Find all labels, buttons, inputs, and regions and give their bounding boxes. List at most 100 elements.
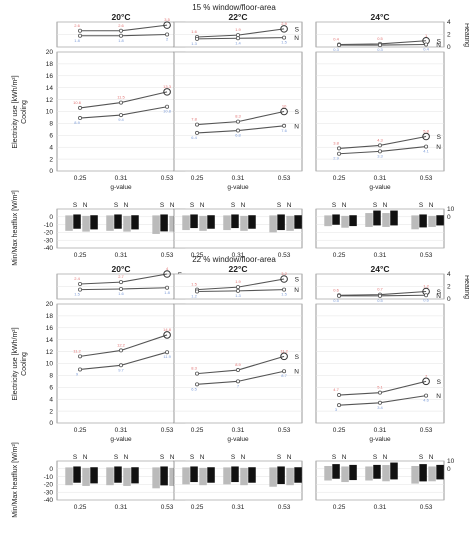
heatflux-bar-s-max [190, 214, 198, 229]
cooling-value-label: 4.1 [423, 149, 429, 154]
cooling-tick-label: 18 [46, 61, 54, 68]
cooling-point-N [282, 123, 287, 128]
heating-point-N [282, 287, 287, 292]
heatflux-tick-label: -20 [44, 230, 54, 237]
heatflux-bar-n-min [82, 215, 90, 232]
cooling-x-tick-label: 0.31 [115, 175, 128, 182]
heatflux-bar-s-max [373, 210, 381, 226]
cooling-value-label: 5.1 [377, 385, 383, 390]
cooling-point-S [119, 348, 124, 353]
heatflux-bar-n-min [199, 467, 207, 486]
cooling-value-label: 6.5 [191, 386, 197, 391]
heatflux-x-tick-label: 0.31 [232, 504, 245, 511]
cooling-value-label: 7.6 [281, 128, 287, 133]
cooling-x-tick-label: 0.31 [115, 427, 128, 434]
heating-value-label: 1.5 [74, 292, 80, 297]
cooling-value-label: 4.6 [423, 398, 429, 403]
orientation-label-n: N [342, 202, 347, 209]
cooling-tick-label: 0 [49, 420, 53, 427]
heating-tick-label: 0 [447, 296, 451, 303]
cooling-series-label-S: S [437, 379, 442, 386]
cooling-point-N [282, 369, 287, 374]
cooling-value-label: 10.8 [163, 109, 172, 114]
heatflux-bar-s-min [223, 215, 231, 231]
cooling-x-tick-label: 0.31 [374, 427, 387, 434]
heating-point-N [235, 288, 240, 293]
heating-value-label: 1.8 [74, 38, 80, 43]
cooling-tick-label: 16 [46, 73, 54, 80]
heatflux-bar-s-max [190, 466, 198, 483]
cooling-x-tick-label: 0.53 [278, 175, 291, 182]
orientation-label-n: N [287, 454, 292, 461]
cooling-point-S [163, 88, 171, 96]
x-axis-label: g-value [227, 436, 249, 443]
cooling-tick-label: 10 [46, 361, 54, 368]
heating-value-label: 1.5 [281, 40, 287, 45]
heatflux-bar-n-min [169, 467, 177, 486]
orientation-label-n: N [429, 202, 434, 209]
heatflux-bar-s-max [114, 214, 122, 229]
cooling-point-S [422, 377, 430, 386]
cooling-value-label: 14.8 [163, 327, 172, 332]
heating-value-label: 1.4 [235, 40, 241, 45]
heating-value-label: 2.6 [118, 23, 124, 28]
heatflux-x-tick-label: 0.31 [374, 504, 387, 511]
panel-temperature-title: 22°C [229, 12, 248, 22]
cooling-point-N [235, 379, 240, 384]
heating-point-S [78, 281, 83, 286]
heating-value-label: 4 [166, 266, 169, 271]
heatflux-bar-s-max [332, 214, 340, 225]
heating-axis-label: Heating [463, 275, 469, 299]
heatflux-right-tick-label: 0 [447, 214, 451, 221]
section-title: 15 % window/floor-area [192, 3, 276, 12]
cooling-x-tick-label: 0.53 [420, 427, 433, 434]
cooling-point-N [337, 151, 342, 156]
y-axis-labels: Electricity use [kWh/m²] Cooling Min/Max h… [12, 23, 469, 266]
cooling-axis-label: Cooling [21, 100, 28, 124]
cooling-value-label: 5.8 [423, 128, 429, 133]
orientation-label-s: S [419, 454, 424, 461]
heating-tick-label: 4 [447, 19, 451, 26]
cooling-value-label: 11.2 [73, 348, 81, 353]
orientation-label-n: N [287, 202, 292, 209]
cooling-point-N [165, 350, 170, 355]
cooling-series-label-N: N [436, 144, 441, 151]
cooling-value-label: 6.8 [235, 133, 241, 138]
heatflux-bar-s-min [324, 215, 332, 227]
heating-point-N [165, 285, 170, 290]
heating-point-S [280, 275, 288, 283]
cooling-value-label: 9.7 [118, 367, 124, 372]
heatflux-x-tick-label: 0.53 [278, 504, 291, 511]
x-axis-label: g-value [110, 436, 132, 443]
heatflux-bar-s-max [277, 214, 285, 231]
heating-value-label: 1.8 [164, 290, 170, 295]
heatflux-axis-label: Min/Max heatflux [W/m²] [12, 190, 19, 266]
heatflux-bar-n-min [341, 215, 349, 228]
heatflux-bar-s-min [106, 215, 114, 231]
cooling-point-N [377, 400, 382, 405]
heatflux-bar-n-max [390, 462, 398, 480]
cooling-series-label-N: N [294, 123, 299, 130]
heatflux-bar-n-min [240, 215, 248, 231]
orientation-label-n: N [170, 202, 175, 209]
heatflux-bar-s-min [411, 215, 419, 230]
cooling-point-S [163, 331, 171, 339]
heating-value-label: 1.9 [235, 27, 241, 32]
heatflux-bar-s-min [324, 465, 332, 481]
heatflux-x-tick-label: 0.31 [115, 252, 128, 259]
cooling-tick-label: 12 [46, 349, 54, 356]
orientation-label-s: S [114, 454, 119, 461]
panel-temperature-title: 24°C [371, 12, 390, 22]
heatflux-x-tick-label: 0.25 [191, 252, 204, 259]
heatflux-bar-n-max [90, 467, 98, 484]
heating-series-label-S: S [437, 38, 442, 45]
heating-value-label: 0.4 [423, 47, 429, 52]
cooling-tick-label: 18 [46, 313, 54, 320]
heating-point-N [119, 33, 124, 38]
cooling-point-S [280, 352, 288, 361]
heating-point-S [119, 28, 124, 33]
orientation-label-s: S [277, 202, 282, 209]
cooling-x-tick-label: 0.25 [191, 175, 204, 182]
cooling-tick-label: 4 [49, 396, 53, 403]
heatflux-bar-n-max [436, 464, 444, 480]
